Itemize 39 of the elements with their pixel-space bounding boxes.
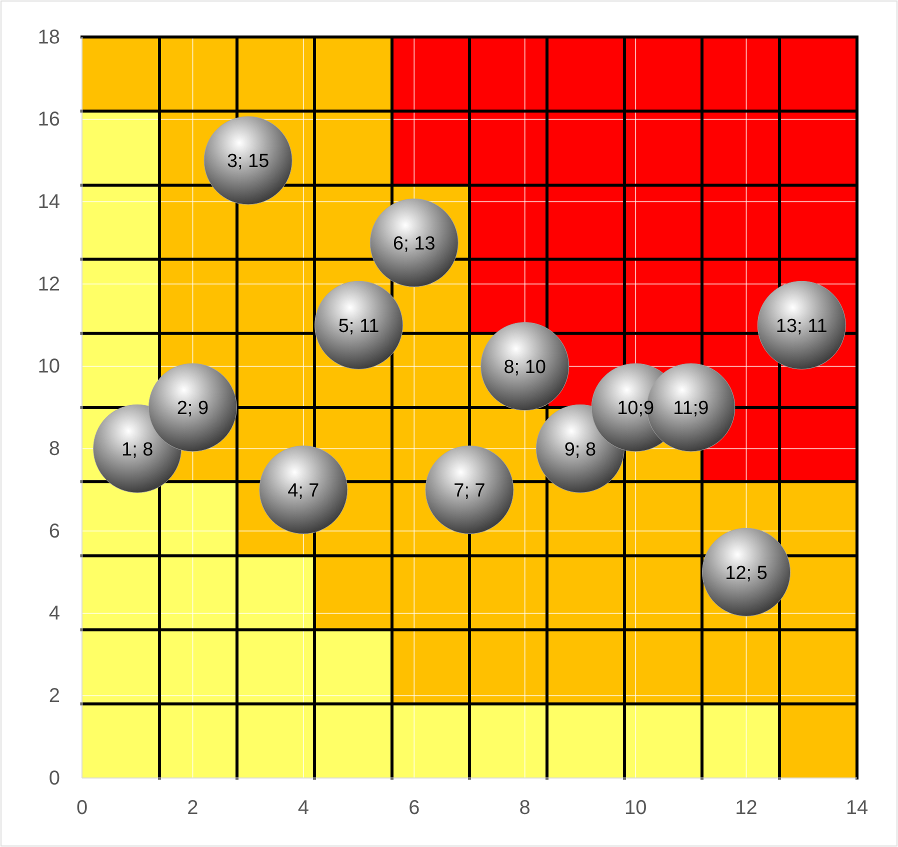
y-tick-label: 14 xyxy=(38,191,60,214)
x-tick-label: 4 xyxy=(298,797,309,820)
data-label: 5; 11 xyxy=(338,316,380,337)
data-label: 9; 8 xyxy=(564,439,596,460)
point xyxy=(370,198,458,287)
data-label: 11;9 xyxy=(673,398,709,420)
x-tick-label: 2 xyxy=(187,797,198,820)
data-label: 7; 7 xyxy=(454,480,486,502)
y-tick-label: 12 xyxy=(38,273,60,296)
point xyxy=(314,281,404,370)
point xyxy=(259,446,348,534)
x-tick-label: 6 xyxy=(408,797,420,820)
x-tick-label: 0 xyxy=(76,797,88,820)
data-label: 13; 11 xyxy=(776,316,828,337)
data-label: 12; 5 xyxy=(725,562,768,584)
x-tick-label: 12 xyxy=(735,797,758,820)
data-label: 4; 7 xyxy=(288,480,320,502)
point xyxy=(480,322,570,410)
data-label: 10;9 xyxy=(617,398,654,420)
x-tick-label: 14 xyxy=(846,797,868,820)
y-tick-label: 6 xyxy=(48,520,60,542)
y-tick-label: 8 xyxy=(48,438,60,460)
point xyxy=(204,116,292,205)
data-label: 8; 10 xyxy=(504,356,546,378)
y-tick-label: 18 xyxy=(38,26,60,48)
y-tick-label: 0 xyxy=(48,767,60,790)
data-label: 6; 13 xyxy=(393,233,436,254)
data-label: 2; 9 xyxy=(176,398,209,420)
point xyxy=(425,446,514,534)
y-tick-label: 4 xyxy=(48,602,60,625)
data-label: 3; 15 xyxy=(226,151,270,172)
point xyxy=(757,281,846,370)
point xyxy=(702,528,791,616)
x-tick-label: 8 xyxy=(519,797,530,820)
x-tick-label: 10 xyxy=(624,797,647,820)
y-tick-label: 16 xyxy=(38,108,60,131)
data-label: 1; 8 xyxy=(122,439,154,460)
y-tick-label: 2 xyxy=(48,685,60,708)
y-tick-label: 10 xyxy=(38,356,60,378)
